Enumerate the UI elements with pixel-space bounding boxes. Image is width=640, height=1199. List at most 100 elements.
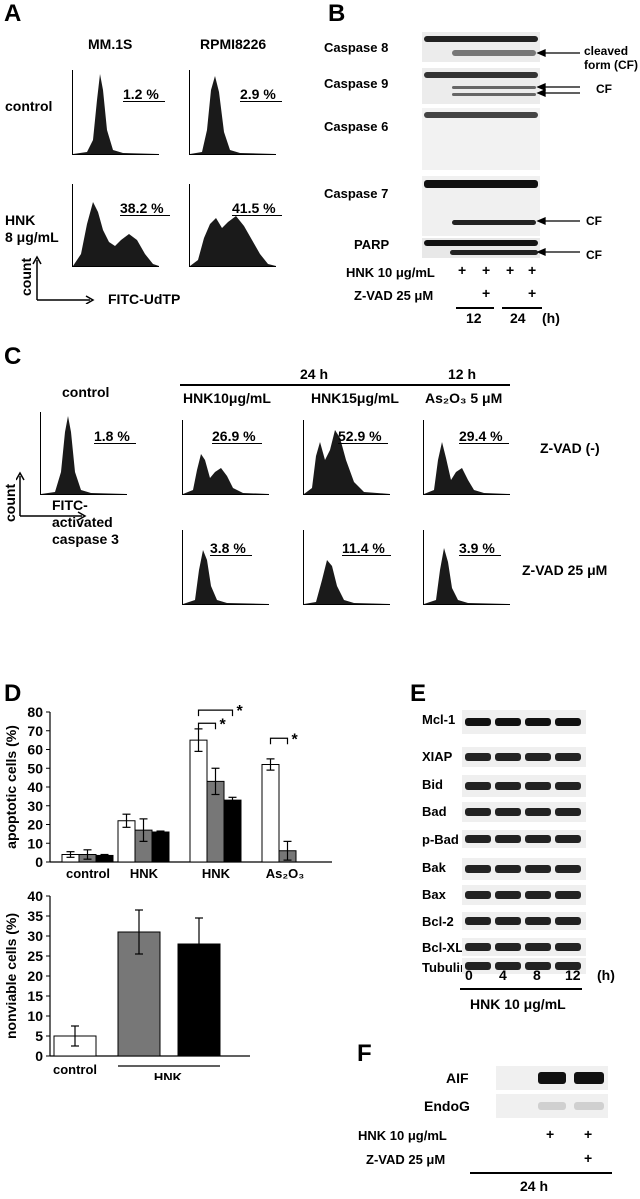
panel-a-row-control: control [5, 98, 53, 114]
panel-label-e: E [410, 680, 427, 707]
histogram-a-rpmi-hnk [189, 184, 276, 267]
row-e-bax: Bax [422, 887, 446, 902]
label-b-hnk: HNK 10 μg/mL [346, 265, 435, 280]
significance-bracket [197, 722, 217, 730]
band [424, 36, 538, 42]
blot-e-2 [462, 775, 586, 797]
pct-c-top-3: 52.9 % [338, 428, 388, 444]
band [574, 1072, 604, 1084]
row-e-bcl-xl: Bcl-XL [422, 940, 464, 955]
band [555, 891, 581, 899]
y-axis-label: nonviable cells (%) [3, 913, 19, 1039]
y-axis-label: apoptotic cells (%) [3, 725, 19, 849]
panel-c-control: control [62, 384, 110, 400]
significance-star: * [292, 731, 299, 748]
label-b-24: 24 [510, 310, 526, 326]
row-b-casp9: Caspase 9 [324, 76, 389, 91]
band [555, 917, 581, 925]
label-cf-casp9: CF [596, 82, 612, 96]
band [555, 962, 581, 970]
y-tick-label: 25 [27, 948, 43, 964]
band [495, 808, 521, 816]
histogram-a-mm1s-hnk [72, 184, 159, 267]
band [495, 891, 521, 899]
y-tick-label: 70 [27, 723, 43, 739]
label-zvad-25: Z-VAD 25 μM [522, 562, 608, 578]
y-tick-label: 30 [27, 928, 43, 944]
pct-c-top-4: 29.4 % [459, 428, 509, 444]
pct-a-3: 38.2 % [120, 200, 170, 216]
band [452, 50, 536, 56]
blot-e-5 [462, 858, 586, 880]
band [424, 72, 538, 78]
bracket-b-12 [456, 307, 494, 309]
y-tick-label: 15 [27, 988, 43, 1004]
significance-bracket [197, 709, 234, 717]
label-f-hnk: HNK 10 μg/mL [358, 1128, 447, 1143]
band [465, 917, 491, 925]
label-cleaved-form: form (CF) [584, 58, 638, 72]
row-e-bak: Bak [422, 860, 446, 875]
panel-b-cf-arrows [536, 49, 580, 225]
histogram-a-mm1s-control [72, 70, 159, 155]
band [452, 93, 536, 96]
panel-c-axis-arrows [16, 471, 87, 520]
row-b-casp8: Caspase 8 [324, 40, 389, 55]
band [424, 240, 538, 246]
panel-a-row-hnk: HNK [5, 212, 36, 228]
pct-c-bot-1: 3.8 % [210, 540, 252, 556]
significance-star: * [237, 703, 244, 720]
band [525, 835, 551, 843]
band [538, 1102, 566, 1110]
row-b-casp6: Caspase 6 [324, 119, 389, 134]
band [465, 782, 491, 790]
band [465, 753, 491, 761]
panel-a-axis-arrows [32, 255, 95, 304]
panel-b-parp-arrow [536, 248, 580, 256]
label-b-12: 12 [466, 310, 482, 326]
band [555, 718, 581, 726]
band [424, 112, 538, 118]
band [495, 718, 521, 726]
chart-apoptotic-cells: 0 10 20 30 40 50 60 70 80 apoptotic cells (%) * * * c… [3, 703, 332, 880]
significance-star: * [220, 716, 227, 733]
label-cleaved: cleaved [584, 44, 629, 58]
row-e-bcl-2: Bcl-2 [422, 914, 454, 929]
y-tick-label: 0 [35, 1048, 43, 1064]
panel-c-xlabel-3: caspase 3 [52, 531, 119, 547]
panel-e-t12: 12 [565, 967, 581, 983]
panel-a-row-dose: 8 μg/mL [5, 229, 59, 245]
band [574, 1102, 604, 1110]
y-tick-label: 35 [27, 908, 43, 924]
panel-label-c: C [4, 343, 22, 370]
y-tick-label: 50 [27, 760, 43, 776]
panel-label-b: B [328, 0, 346, 27]
band [495, 917, 521, 925]
pct-c-bot-3: 3.9 % [459, 540, 501, 556]
band [465, 718, 491, 726]
panel-f-time: 24 h [520, 1178, 549, 1194]
band [525, 865, 551, 873]
band [555, 835, 581, 843]
row-f-aif: AIF [446, 1070, 469, 1086]
sign-b-hnk-1: + [458, 262, 467, 278]
sign-b-hnk-4: + [528, 262, 537, 278]
panel-label-f: F [357, 1040, 372, 1067]
band [525, 943, 551, 951]
y-tick-label: 5 [35, 1028, 43, 1044]
band [465, 808, 491, 816]
band [450, 250, 538, 255]
blot-e-4 [462, 830, 586, 848]
pct-c-bot-2: 11.4 % [342, 540, 391, 556]
panel-c-col2: HNK15μg/mL [311, 390, 399, 406]
band [452, 86, 536, 89]
y-tick-label: 20 [27, 817, 43, 833]
pct-a-2: 2.9 % [240, 86, 282, 102]
panel-c-xlabel-2: activated [52, 514, 113, 530]
bar [189, 739, 208, 863]
sign-b-zvad-2: + [528, 285, 537, 301]
band [525, 917, 551, 925]
label-cf-casp7: CF [586, 214, 602, 228]
label-b-zvad: Z-VAD 25 μM [354, 288, 434, 303]
band [525, 891, 551, 899]
